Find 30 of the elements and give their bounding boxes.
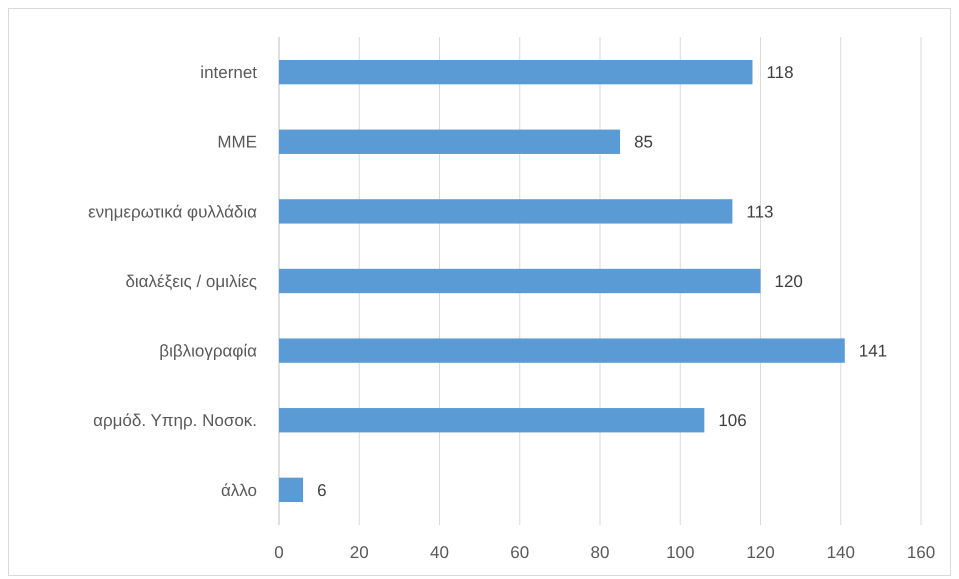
data-label: 120 [774,272,803,291]
bar [279,338,845,363]
bar [279,199,732,224]
data-label: 106 [718,411,747,430]
data-label: 6 [317,480,327,500]
data-label: 85 [634,132,653,152]
x-tick-label: 100 [666,542,694,562]
data-label: 141 [858,342,888,361]
x-tick-label: 160 [906,542,936,562]
y-tick-label: βιβλιογραφία [159,342,258,361]
data-label: 113 [746,202,774,222]
x-tick-label: 140 [826,542,855,562]
x-tick-label: 120 [746,542,775,562]
x-tick-label: 80 [590,542,610,562]
y-tick-label: ενημερωτικά φυλλάδια [88,202,258,222]
y-tick-label: MME [217,132,257,152]
bar [279,60,752,84]
x-tick-label: 40 [430,542,449,562]
x-tick-label: 60 [510,542,530,562]
x-tick-label: 0 [274,542,284,562]
bar [279,478,304,502]
y-tick-label: διαλέξεις / ομιλίες [125,272,257,291]
data-label: 118 [766,63,794,82]
y-tick-label: άλλο [220,480,257,500]
x-tick-label: 20 [350,542,369,562]
bar [279,130,620,154]
y-tick-label: internet [200,63,258,82]
bar [279,408,704,432]
y-tick-label: αρμόδ. Υπηρ. Νοσοκ. [93,411,257,430]
bar [279,268,760,294]
